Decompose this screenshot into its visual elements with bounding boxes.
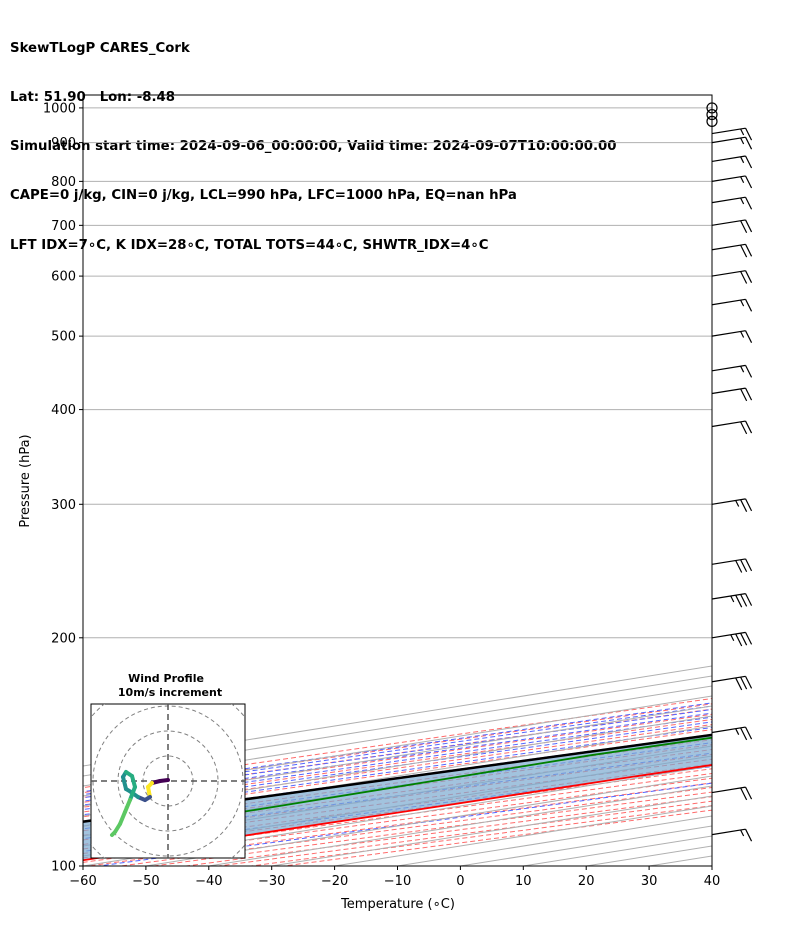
hodograph-subtitle: 10m/s increment <box>118 686 222 699</box>
y-tick-label: 900 <box>51 136 76 151</box>
axes: −60 −50 −40 −30 −20 −10 0 10 20 30 40 1000 900 800 700… <box>43 101 720 889</box>
wind-barb <box>711 330 753 343</box>
wind-barb <box>711 270 753 284</box>
y-tick-label: 1000 <box>43 101 76 116</box>
hodograph-trace <box>110 830 117 837</box>
y-tick-label: 600 <box>51 270 76 285</box>
dry-adiabat <box>283 809 712 866</box>
y-tick-label: 500 <box>51 330 76 345</box>
isotherm-line <box>711 865 712 866</box>
hodograph-trace <box>121 775 128 791</box>
hodograph-trace <box>118 810 127 826</box>
y-tick-label: 700 <box>51 219 76 234</box>
title-line-1: SkewTLogP CARES_Cork <box>10 40 190 56</box>
wind-barb <box>711 175 753 189</box>
isotherm-line <box>83 685 712 787</box>
x-tick-label: 10 <box>515 874 532 889</box>
wind-barb <box>711 498 753 512</box>
y-tick-label: 400 <box>51 403 76 418</box>
isotherm-line <box>83 715 712 817</box>
hodograph-trace <box>128 785 137 802</box>
wind-barb <box>711 675 753 691</box>
wind-barb <box>711 387 753 402</box>
wind-barb <box>711 726 753 741</box>
wind-barb <box>711 631 753 647</box>
x-tick-label: −10 <box>384 874 411 889</box>
x-tick-label: 40 <box>704 874 721 889</box>
wind-barb <box>711 593 753 608</box>
wind-barb <box>706 108 718 121</box>
isotherm-line <box>83 705 712 807</box>
wind-barb <box>706 102 718 114</box>
dry-adiabat <box>251 805 712 866</box>
wind-barb <box>711 243 753 258</box>
wind-barb <box>711 127 753 141</box>
isotherm-line <box>83 665 712 767</box>
hodograph-title: Wind Profile <box>128 672 204 685</box>
wind-barb <box>706 115 718 127</box>
isotherm-line <box>83 695 712 797</box>
y-tick-label: 100 <box>51 860 76 875</box>
wind-barb <box>711 298 753 312</box>
title-line-5: LFT IDX=7∘C, K IDX=28∘C, TOTAL TOTS=44∘C… <box>10 237 489 253</box>
x-tick-label: 30 <box>641 874 658 889</box>
hodograph-ring <box>117 730 219 832</box>
wind-barb <box>711 786 753 801</box>
wind-barb <box>711 219 753 233</box>
x-tick-label: 20 <box>578 874 595 889</box>
x-tick-label: 0 <box>456 874 464 889</box>
title-line-4: CAPE=0 j/kg, CIN=0 j/kg, LCL=990 hPa, LF… <box>10 188 517 204</box>
wind-barb <box>711 136 753 150</box>
wind-barb <box>711 558 753 573</box>
y-axis-label: Pressure (hPa) <box>18 434 33 527</box>
isotherm-line <box>83 725 712 827</box>
x-tick-label: −60 <box>69 874 96 889</box>
y-tick-label: 200 <box>51 631 76 646</box>
isotherm-line <box>83 675 712 777</box>
y-tick-label: 300 <box>51 498 76 513</box>
wind-barb <box>711 155 753 169</box>
hodograph-trace <box>123 798 132 814</box>
x-axis-label: Temperature (∘C) <box>340 897 455 912</box>
wind-barb <box>711 196 753 210</box>
y-tick-label: 800 <box>51 175 76 190</box>
wind-barb <box>711 420 753 435</box>
x-tick-label: −40 <box>195 874 222 889</box>
isotherm-line <box>271 795 712 866</box>
wind-barbs <box>706 102 753 842</box>
wind-barb <box>711 364 753 378</box>
x-tick-label: −30 <box>258 874 285 889</box>
hodograph-plot <box>91 704 245 858</box>
x-tick-label: −50 <box>132 874 159 889</box>
title-line-2: Lat: 51.90 Lon: -8.48 <box>10 90 176 106</box>
wind-barb <box>711 828 753 842</box>
x-tick-label: −20 <box>321 874 348 889</box>
